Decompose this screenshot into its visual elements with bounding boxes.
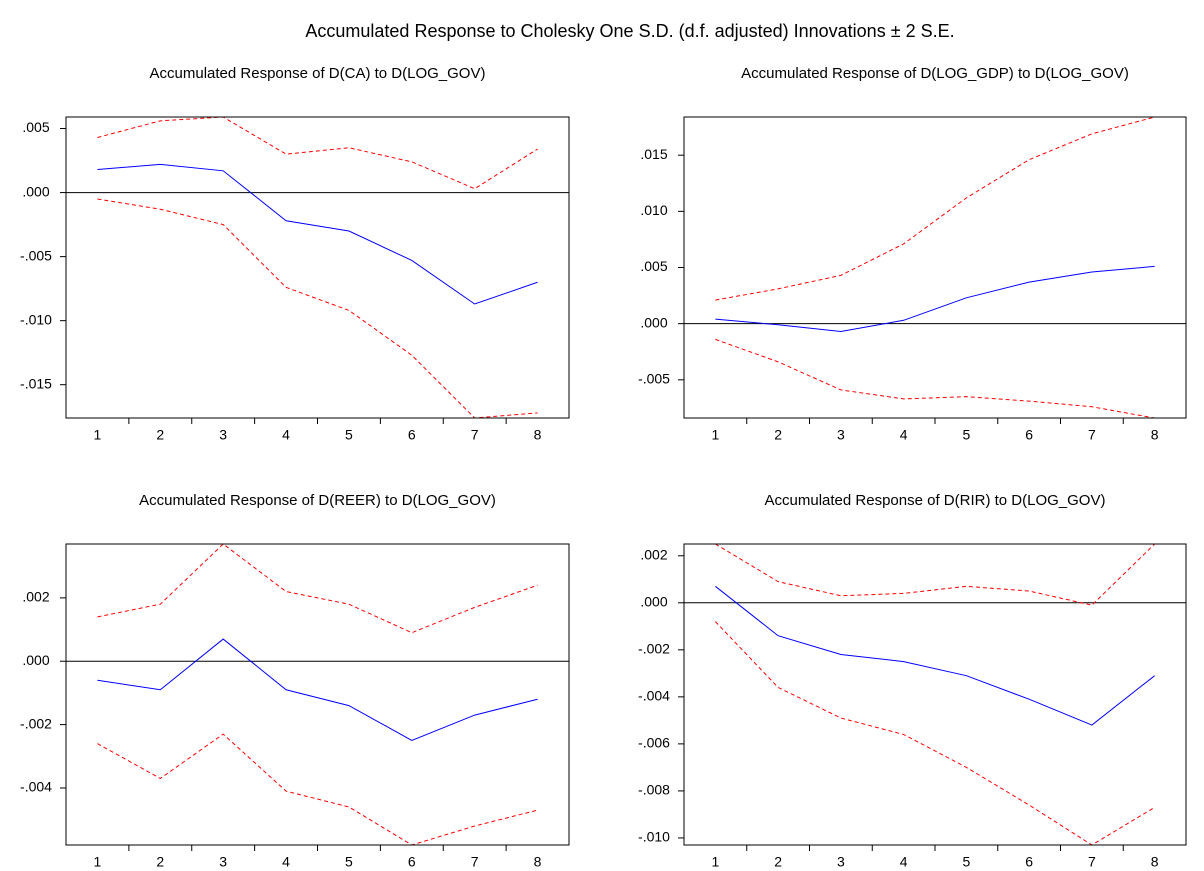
x-tick-label: 2 <box>156 854 164 870</box>
y-tick-label: .000 <box>22 183 49 199</box>
x-tick-label: 6 <box>408 427 416 443</box>
y-tick-label: -.010 <box>20 311 52 327</box>
y-tick-label: -.004 <box>20 779 52 795</box>
x-tick-label: 5 <box>962 427 970 443</box>
x-tick-label: 5 <box>345 427 353 443</box>
series-line <box>715 543 1155 606</box>
x-tick-label: 4 <box>900 427 908 443</box>
x-tick-label: 1 <box>94 427 102 443</box>
x-tick-label: 8 <box>1151 427 1159 443</box>
y-tick-label: -.004 <box>638 688 670 704</box>
y-tick-label: .002 <box>22 589 49 605</box>
x-tick-label: 7 <box>1088 427 1096 443</box>
x-tick-label: 2 <box>774 854 782 870</box>
plot-frame <box>683 116 1187 419</box>
series-line <box>97 116 538 190</box>
y-tick-label: -.015 <box>20 375 52 391</box>
y-tick-label: -.010 <box>638 829 670 845</box>
y-tick-label: -.005 <box>20 247 52 263</box>
series-line <box>715 338 1155 419</box>
x-tick-label: 4 <box>900 854 908 870</box>
x-tick-label: 6 <box>1025 427 1033 443</box>
x-tick-label: 7 <box>1088 854 1096 870</box>
x-tick-label: 8 <box>1151 854 1159 870</box>
y-tick-label: .002 <box>640 546 667 562</box>
y-tick-label: -.006 <box>638 735 670 751</box>
subplot-title: Accumulated Response of D(LOG_GDP) to D(… <box>741 65 1129 82</box>
x-tick-label: 3 <box>837 427 845 443</box>
y-tick-label: .015 <box>640 146 667 162</box>
x-tick-label: 7 <box>471 854 479 870</box>
x-tick-label: 5 <box>962 854 970 870</box>
series-line <box>715 621 1155 846</box>
x-tick-label: 6 <box>408 854 416 870</box>
x-tick-label: 7 <box>471 427 479 443</box>
series-line <box>97 543 538 634</box>
x-tick-label: 5 <box>345 854 353 870</box>
x-tick-label: 3 <box>219 854 227 870</box>
y-tick-label: .005 <box>640 258 667 274</box>
subplot-title: Accumulated Response of D(REER) to D(LOG… <box>139 492 496 509</box>
plot-frame <box>683 543 1187 846</box>
y-tick-label: -.002 <box>638 641 670 657</box>
x-tick-label: 8 <box>534 854 542 870</box>
x-tick-label: 6 <box>1025 854 1033 870</box>
x-tick-label: 2 <box>774 427 782 443</box>
plot-frame <box>65 116 570 419</box>
x-tick-label: 3 <box>837 854 845 870</box>
y-tick-label: .000 <box>640 314 667 330</box>
y-tick-label: .000 <box>640 593 667 609</box>
subplot-title: Accumulated Response of D(CA) to D(LOG_G… <box>150 65 486 82</box>
series-line <box>97 733 538 846</box>
x-tick-label: 8 <box>534 427 542 443</box>
y-tick-label: .000 <box>22 652 49 668</box>
x-tick-label: 1 <box>94 854 102 870</box>
series-line <box>97 638 538 741</box>
plot-frame <box>65 543 570 846</box>
x-tick-label: 1 <box>711 427 719 443</box>
y-tick-label: -.005 <box>638 371 670 387</box>
series-line <box>715 585 1155 726</box>
x-tick-label: 4 <box>282 854 290 870</box>
y-tick-label: -.002 <box>20 715 52 731</box>
y-tick-label: .005 <box>22 119 49 135</box>
x-tick-label: 4 <box>282 427 290 443</box>
chart-title: Accumulated Response to Cholesky One S.D… <box>305 21 954 41</box>
series-line <box>97 198 538 419</box>
y-tick-label: .010 <box>640 202 667 218</box>
series-line <box>97 163 538 305</box>
series-line <box>715 265 1155 333</box>
x-tick-label: 1 <box>711 854 719 870</box>
y-tick-label: -.008 <box>638 782 670 798</box>
x-tick-label: 3 <box>219 427 227 443</box>
subplot-title: Accumulated Response of D(RIR) to D(LOG_… <box>765 492 1106 509</box>
x-tick-label: 2 <box>156 427 164 443</box>
